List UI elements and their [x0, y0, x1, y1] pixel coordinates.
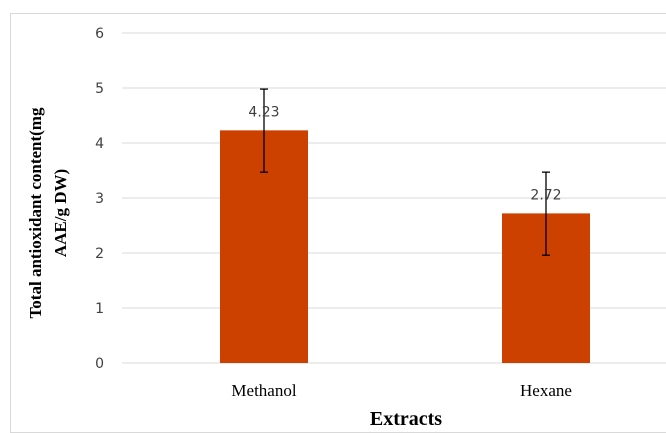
y-axis-title-line2: AAE/g DW): [51, 169, 70, 257]
y-tick-label: 5: [95, 81, 104, 97]
y-tick-label: 0: [95, 356, 104, 372]
data-label: 2.72: [530, 187, 561, 203]
category-label: Hexane: [520, 381, 572, 400]
y-axis-title-line1: Total antioxidant content(mg: [26, 107, 45, 318]
data-label: 4.23: [248, 104, 279, 120]
category-labels: Methanol Hexane: [231, 381, 572, 400]
bars: [220, 130, 590, 363]
error-bars: [260, 88, 550, 256]
y-tick-label: 1: [95, 301, 104, 317]
y-tick-label: 2: [95, 246, 104, 262]
y-tick-label: 6: [95, 26, 104, 42]
category-label: Methanol: [231, 381, 296, 400]
y-tick-labels: 0 1 2 3 4 5 6: [95, 26, 104, 372]
x-axis-title: Extracts: [370, 408, 442, 427]
data-labels: 4.23 2.72: [248, 104, 561, 203]
gridlines: [122, 32, 666, 364]
y-tick-label: 3: [95, 191, 104, 207]
y-tick-label: 4: [95, 136, 104, 152]
